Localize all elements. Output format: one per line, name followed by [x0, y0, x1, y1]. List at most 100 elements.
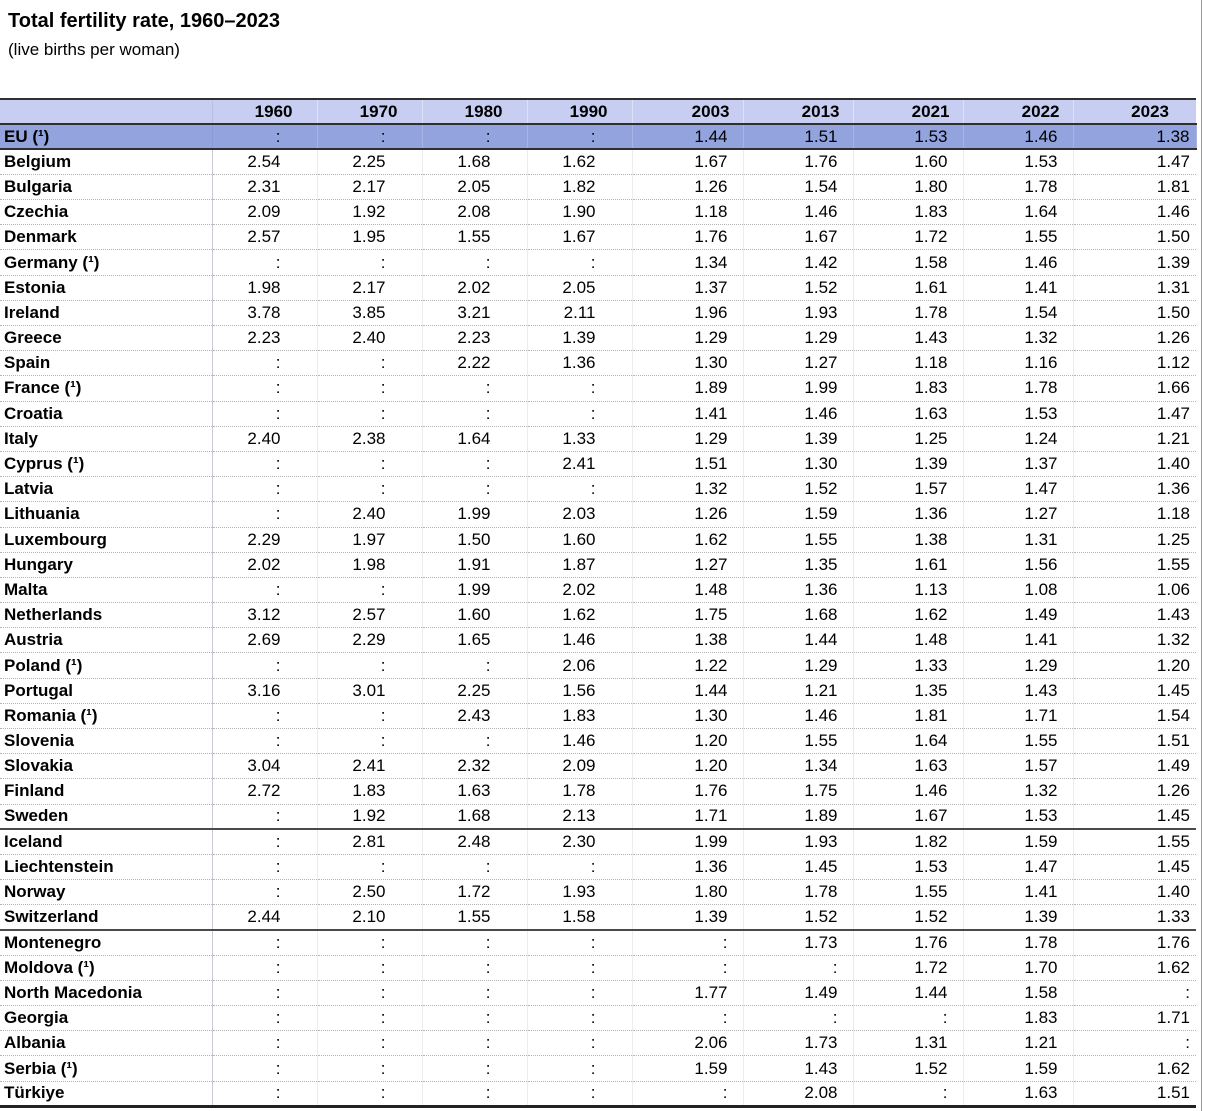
value-cell-1970: 2.40: [317, 325, 423, 352]
value-cell-2022: 1.63: [963, 1081, 1074, 1108]
value-cell-1990: 1.39: [527, 325, 633, 352]
value-cell-1980: 2.43: [422, 703, 528, 730]
table-row: Germany (¹)::::1.34 1.42 1.58 1.46 1.39: [0, 249, 1196, 276]
table-row: Austria 2.69 2.29 1.65 1.46 1.38 1.44 1.48 1.41 1…: [0, 627, 1196, 654]
value-cell-2013: 1.46: [743, 703, 854, 730]
value-cell-1980: :: [422, 401, 528, 427]
value-cell-2021: 1.38: [853, 527, 964, 553]
value-cell-2023: 1.51: [1073, 1081, 1196, 1108]
table-row: Latvia::::1.32 1.52 1.57 1.47 1.36: [0, 476, 1196, 503]
value-cell-2021: 1.82: [853, 829, 964, 855]
table-row: Norway:2.50 1.72 1.93 1.80 1.78 1.55 1.41 1.40: [0, 879, 1196, 906]
value-cell-2003: 1.48: [632, 577, 744, 604]
value-cell-2003: 1.44: [632, 124, 744, 151]
value-cell-2022: 1.41: [963, 879, 1074, 906]
row-label: Cyprus (¹): [0, 451, 213, 478]
value-cell-1980: 2.05: [422, 174, 528, 201]
row-label: Romania (¹): [0, 703, 213, 730]
value-cell-1980: 2.32: [422, 753, 528, 780]
value-cell-1960: :: [212, 652, 318, 679]
value-cell-2021: 1.48: [853, 627, 964, 654]
row-label: Portugal: [0, 678, 213, 704]
value-cell-2022: 1.53: [963, 401, 1074, 427]
value-cell-1960: 2.69: [212, 627, 318, 654]
value-cell-2003: 1.26: [632, 174, 744, 201]
value-cell-2023: 1.40: [1073, 879, 1196, 906]
value-cell-2023: 1.76: [1073, 930, 1196, 956]
value-cell-2013: 1.67: [743, 224, 854, 251]
row-label: Italy: [0, 426, 213, 452]
value-cell-1960: :: [212, 980, 318, 1007]
value-cell-2023: 1.62: [1073, 1055, 1196, 1082]
value-cell-2003: 1.44: [632, 678, 744, 704]
value-cell-2021: 1.62: [853, 602, 964, 629]
value-cell-2022: 1.39: [963, 904, 1074, 932]
value-cell-1970: 1.95: [317, 224, 423, 251]
value-cell-2003: 1.39: [632, 904, 744, 932]
value-cell-1960: 2.31: [212, 174, 318, 201]
value-cell-2013: 1.76: [743, 149, 854, 175]
value-cell-2022: 1.08: [963, 577, 1074, 604]
value-cell-1990: 2.30: [527, 829, 633, 855]
row-label: Türkiye: [0, 1081, 213, 1108]
value-cell-2013: :: [743, 1005, 854, 1032]
value-cell-1960: 2.44: [212, 904, 318, 932]
value-cell-1970: :: [317, 980, 423, 1007]
value-cell-2021: 1.81: [853, 703, 964, 730]
value-cell-2013: 1.52: [743, 275, 854, 301]
value-cell-2013: 1.35: [743, 552, 854, 578]
table-row: Denmark 2.57 1.95 1.55 1.67 1.76 1.67 1.72 1.55 1…: [0, 224, 1196, 251]
value-cell-1960: :: [212, 577, 318, 604]
column-header-1980: 1980: [422, 98, 528, 125]
value-cell-2022: 1.46: [963, 124, 1074, 151]
value-cell-1970: 2.29: [317, 627, 423, 654]
value-cell-2013: 1.46: [743, 199, 854, 226]
value-cell-2022: 1.71: [963, 703, 1074, 730]
value-cell-2013: 1.55: [743, 728, 854, 755]
value-cell-1990: 1.56: [527, 678, 633, 704]
value-cell-2022: 1.49: [963, 602, 1074, 629]
table-row: Albania::::2.06 1.73 1.31 1.21:: [0, 1030, 1196, 1057]
value-cell-2003: 1.38: [632, 627, 744, 654]
value-cell-2021: 1.61: [853, 275, 964, 301]
value-cell-2013: 1.39: [743, 426, 854, 452]
value-cell-2003: 1.30: [632, 350, 744, 377]
value-cell-1980: 2.48: [422, 829, 528, 855]
value-cell-1990: :: [527, 476, 633, 503]
value-cell-2003: 1.62: [632, 527, 744, 553]
value-cell-1970: :: [317, 728, 423, 755]
value-cell-1990: 1.46: [527, 728, 633, 755]
value-cell-2022: 1.32: [963, 778, 1074, 805]
value-cell-1970: 2.40: [317, 501, 423, 528]
value-cell-1960: :: [212, 854, 318, 881]
value-cell-1960: :: [212, 401, 318, 427]
value-cell-2022: 1.59: [963, 829, 1074, 855]
column-header-2022: 2022: [963, 98, 1074, 125]
value-cell-2021: 1.61: [853, 552, 964, 578]
value-cell-1990: 2.03: [527, 501, 633, 528]
value-cell-2022: 1.24: [963, 426, 1074, 452]
value-cell-1990: 2.13: [527, 804, 633, 831]
value-cell-1980: 1.64: [422, 426, 528, 452]
value-cell-1980: :: [422, 1081, 528, 1108]
value-cell-2021: 1.55: [853, 879, 964, 906]
row-label: Croatia: [0, 401, 213, 427]
column-header-2021: 2021: [853, 98, 964, 125]
table-row: Luxembourg 2.29 1.97 1.50 1.60 1.62 1.55 1.38 1.…: [0, 527, 1196, 553]
corner-header-cell: [0, 98, 213, 125]
value-cell-2021: 1.78: [853, 300, 964, 327]
value-cell-1970: :: [317, 1030, 423, 1057]
value-cell-2021: :: [853, 1005, 964, 1032]
value-cell-2023: 1.45: [1073, 854, 1196, 881]
value-cell-2022: 1.83: [963, 1005, 1074, 1032]
value-cell-2023: 1.45: [1073, 678, 1196, 704]
value-cell-2021: 1.52: [853, 1055, 964, 1082]
value-cell-1990: :: [527, 401, 633, 427]
value-cell-1970: 2.38: [317, 426, 423, 452]
value-cell-2003: 1.89: [632, 375, 744, 402]
value-cell-2022: 1.37: [963, 451, 1074, 478]
value-cell-1960: 2.29: [212, 527, 318, 553]
value-cell-2013: 1.30: [743, 451, 854, 478]
value-cell-1990: :: [527, 955, 633, 981]
table-row: Switzerland 2.44 2.10 1.55 1.58 1.39 1.52 1.52 1…: [0, 904, 1196, 932]
